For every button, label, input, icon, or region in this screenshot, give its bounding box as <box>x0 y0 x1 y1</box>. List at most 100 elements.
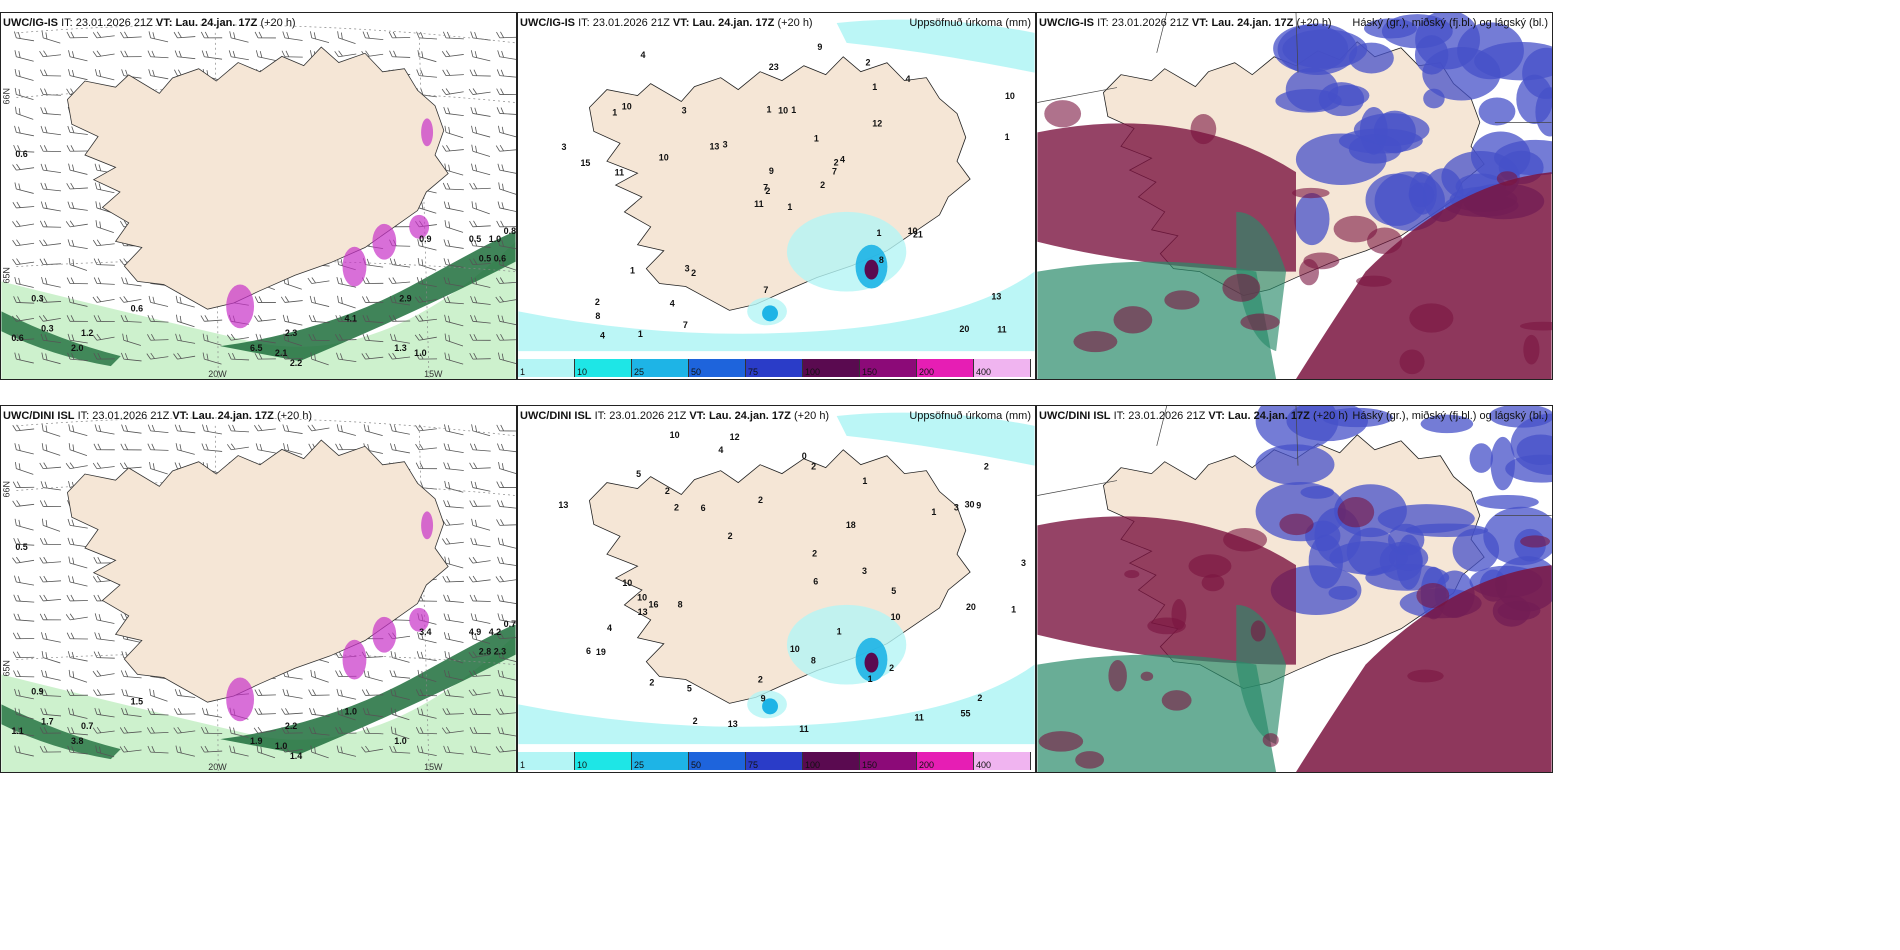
colorbar-tick-label: 10 <box>577 760 588 770</box>
wind-barb <box>497 50 516 60</box>
lon-label: 15W <box>424 762 443 772</box>
precip-band-dark <box>220 231 516 362</box>
wind-barb <box>94 632 115 642</box>
cloud-high <box>1409 303 1454 333</box>
colorbar-tick-label: 100 <box>805 367 821 377</box>
wind-value-label: 0.9 <box>419 234 431 244</box>
wind-barb <box>255 443 276 454</box>
wind-barb <box>67 745 88 755</box>
precip-value-label: 2 <box>758 674 763 684</box>
graticule-line <box>418 425 430 772</box>
panel-header: UWC/IG-IS IT: 23.01.2026 21Z VT: Lau. 24… <box>1039 17 1332 29</box>
cloud-high <box>1038 731 1084 752</box>
wind-barb <box>68 669 88 683</box>
wind-barb <box>443 632 464 643</box>
wind-barb <box>308 334 330 341</box>
wind-barb <box>122 333 141 346</box>
wind-barb <box>416 31 438 40</box>
wind-barb <box>173 352 196 360</box>
wind-barb <box>253 726 276 734</box>
precip-value-label: 4 <box>641 50 646 60</box>
wind-barb <box>38 315 61 322</box>
wind-barb <box>497 651 516 663</box>
precip-value-label: 8 <box>595 311 600 321</box>
precip-value-label: 10 <box>908 226 918 236</box>
cloud-low <box>1478 97 1516 126</box>
wind-barb <box>417 257 437 271</box>
cloud-low <box>1348 42 1394 74</box>
cloud-high <box>1356 275 1392 287</box>
precip-value-label: 2 <box>889 663 894 673</box>
wind-barb <box>468 88 491 95</box>
wind-barb <box>362 277 384 284</box>
wind-barb <box>174 50 196 60</box>
wind-barb <box>202 333 222 346</box>
wind-barb <box>93 352 115 360</box>
cloud-high <box>1523 334 1540 365</box>
wind-barb <box>67 537 88 548</box>
wind-barb <box>254 31 276 39</box>
cloud-high <box>1201 574 1225 592</box>
precip-purple-blob <box>372 616 397 653</box>
wind-barb <box>39 575 62 583</box>
cloud-low <box>1474 41 1552 81</box>
panel-precip-top: UWC/IG-IS IT: 23.01.2026 21Z VT: Lau. 24… <box>517 12 1036 380</box>
colorbar-tick-label: 100 <box>805 760 821 770</box>
wind-barb <box>39 69 62 77</box>
wind-barb <box>39 594 62 602</box>
precip-value-label: 2 <box>977 693 982 703</box>
colorbar-swatch: 75 <box>746 752 803 770</box>
cloud-high <box>1164 290 1200 310</box>
wind-value-label: 1.0 <box>345 706 357 716</box>
wind-barb <box>307 424 330 432</box>
wind-value-label: 6.5 <box>250 343 262 353</box>
wind-barb <box>146 727 169 734</box>
wind-barb <box>362 707 384 718</box>
precip-band-dark <box>1 704 121 760</box>
wind-barb <box>470 314 491 324</box>
cloud-high <box>1075 751 1105 769</box>
cloud-low <box>1381 14 1453 49</box>
wind-barb <box>310 31 330 43</box>
wind-barb <box>228 50 249 61</box>
colorbar-swatch: 200 <box>917 752 974 770</box>
wind-barb <box>175 745 195 757</box>
wind-barb <box>470 239 491 248</box>
wind-barb <box>67 726 88 736</box>
wind-barb <box>415 726 438 735</box>
precip-core <box>762 698 778 715</box>
wind-barb <box>496 424 516 432</box>
wind-barb <box>68 295 88 307</box>
lat-label: 65N <box>1 660 11 676</box>
wind-barb <box>68 257 88 271</box>
colorbar-tick-label: 10 <box>577 367 588 377</box>
wind-barb <box>149 462 168 475</box>
wind-barb <box>12 201 35 209</box>
precip-value-label: 1 <box>638 329 643 339</box>
wind-barb <box>147 443 169 451</box>
wind-value-label: 1.0 <box>394 736 406 746</box>
wind-barb <box>335 315 357 323</box>
precip-purple-blob <box>226 677 255 722</box>
wind-value-label: 1.4 <box>290 751 302 761</box>
wind-barb <box>415 315 437 322</box>
wind-barb <box>41 443 61 456</box>
cloud-high <box>1223 528 1268 552</box>
cloud-high <box>1147 617 1186 635</box>
wind-barb <box>335 334 357 341</box>
wind-barb <box>14 276 34 288</box>
precip-value-label: 2 <box>984 462 989 472</box>
wind-barb <box>497 594 516 605</box>
wind-barb <box>121 424 142 434</box>
wind-map: 0.60.30.60.62.00.3 1.20.9 0.5 1.00.80.60.54… <box>1 24 516 379</box>
colorbar-swatch: 1 <box>518 359 575 377</box>
wind-barb <box>95 745 115 758</box>
wind-value-label: 0.6 <box>131 303 143 313</box>
wind-barb <box>92 31 115 39</box>
precip-value-label: 1 <box>814 133 819 143</box>
precip-area <box>786 211 907 292</box>
wind-barb <box>40 125 61 136</box>
lon-label: 20W <box>208 369 227 379</box>
wind-barb <box>282 31 303 41</box>
wind-barb <box>498 182 516 195</box>
